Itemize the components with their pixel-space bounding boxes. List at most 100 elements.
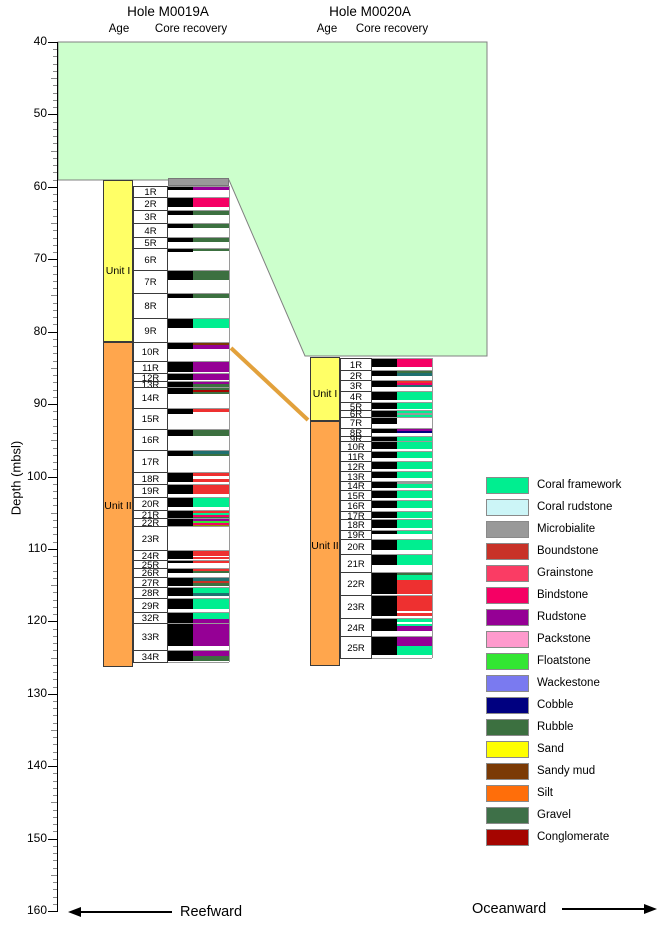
microbialite-cap-bar [168, 178, 229, 186]
lithology-stripe-rubble [193, 454, 229, 456]
lithology-stripe-coral_framework [397, 411, 432, 413]
core-recovery-bar [168, 374, 193, 380]
minor-tick [53, 85, 57, 86]
core-row-separator [168, 186, 229, 187]
lithology-stripe-coral_framework [193, 498, 229, 507]
lithology-stripe-coral_framework [193, 513, 229, 515]
core-label-cell: 29R [133, 598, 168, 613]
minor-tick [53, 172, 57, 173]
core-recovery-bar [372, 573, 397, 594]
lithology-stripe-red [193, 485, 229, 494]
core-recovery-bar [168, 187, 193, 190]
core-row-separator [168, 429, 229, 430]
core-row-separator [372, 417, 432, 418]
minor-tick [53, 505, 57, 506]
legend-swatch-coral_rudstone [486, 499, 529, 516]
minor-tick [53, 592, 57, 593]
minor-tick [53, 578, 57, 579]
lithology-stripe-rudstone [193, 382, 229, 384]
core-recovery-bar [372, 619, 397, 631]
lithology-stripe-red [193, 561, 229, 563]
minor-tick [53, 180, 57, 181]
core-recovery-bar [168, 249, 193, 252]
core-recovery-bar [168, 198, 193, 207]
lithology-stripe-coral_framework [193, 599, 229, 609]
minor-tick [53, 143, 57, 144]
core-label-cell: 4R [133, 223, 168, 238]
lithology-stripe-teal [397, 385, 432, 387]
lithology-stripe-coral_framework [397, 555, 432, 565]
core-row-separator [168, 197, 229, 198]
tick-label: 80 [33, 324, 47, 338]
core-label-cell: 21R [340, 554, 372, 573]
lithology-stripe-rubble [193, 583, 229, 586]
oceanward-label: Oceanward [472, 901, 547, 917]
core-label-cell: 24R [340, 618, 372, 637]
legend-swatch-conglomerate [486, 829, 529, 846]
legend-swatch-microbialite [486, 521, 529, 538]
core-recovery-bar [168, 624, 193, 646]
core-recovery-bar [372, 512, 397, 518]
hole2-age-header: Age [316, 23, 338, 35]
major-tick [48, 694, 57, 695]
core-label-cell: 17R [133, 450, 168, 473]
minor-tick [53, 64, 57, 65]
minor-tick [53, 853, 57, 854]
core-recovery-bar [372, 437, 397, 442]
core-row-separator [168, 223, 229, 224]
minor-tick [53, 759, 57, 760]
recovery-column-right-edge [229, 186, 230, 662]
reefward-label: Reefward [180, 904, 243, 920]
core-row-separator [372, 519, 432, 520]
lithology-stripe-teal [193, 578, 229, 581]
tick-label: 60 [33, 179, 47, 193]
legend-label-boundstone: Boundstone [537, 545, 599, 557]
core-recovery-bar [372, 520, 397, 528]
legend-swatch-boundstone [486, 543, 529, 560]
lithology-stripe-coral_framework [397, 462, 432, 469]
lithology-stripe-coral_framework [397, 512, 432, 518]
lithology-stripe-conglomerate [193, 390, 229, 392]
core-recovery-bar [372, 491, 397, 498]
minor-tick [53, 563, 57, 564]
legend-label-packstone: Packstone [537, 633, 591, 645]
legend-label-conglomerate: Conglomerate [537, 831, 610, 843]
core-row-separator [372, 358, 432, 359]
minor-tick [53, 534, 57, 535]
tick-label: 110 [27, 541, 47, 555]
core-row-separator [168, 387, 229, 388]
minor-tick [53, 375, 57, 376]
core-recovery-bar [168, 561, 193, 563]
core-label-cell: 7R [133, 270, 168, 294]
lithology-stripe-coral_framework [397, 531, 432, 534]
lithology-stripe-coral_framework [397, 415, 432, 417]
lithology-stripe-bindstone [193, 515, 229, 517]
core-label-cell: 8R [133, 293, 168, 319]
lithology-stripe-teal [193, 451, 229, 454]
lithology-stripe-red [193, 473, 229, 476]
lithology-stripe-red [193, 409, 229, 412]
core-row-separator [372, 490, 432, 491]
minor-tick [51, 730, 57, 731]
age-unit-block [103, 180, 133, 342]
core-recovery-bar [168, 343, 193, 349]
minor-tick [53, 614, 57, 615]
minor-tick [53, 353, 57, 354]
minor-tick [53, 100, 57, 101]
minor-tick [53, 455, 57, 456]
minor-tick [53, 303, 57, 304]
core-row-separator [372, 618, 432, 619]
core-row-separator [168, 450, 229, 451]
minor-tick [53, 643, 57, 644]
lithology-stripe-rudstone [397, 637, 432, 646]
legend-swatch-silt [486, 785, 529, 802]
core-row-separator [372, 500, 432, 501]
lithology-stripe-coral_framework [193, 613, 229, 619]
minor-tick [53, 542, 57, 543]
lithology-stripe-rubble [193, 384, 229, 387]
major-tick [48, 621, 57, 622]
minor-tick [53, 629, 57, 630]
minor-tick [53, 520, 57, 521]
minor-tick [51, 78, 57, 79]
